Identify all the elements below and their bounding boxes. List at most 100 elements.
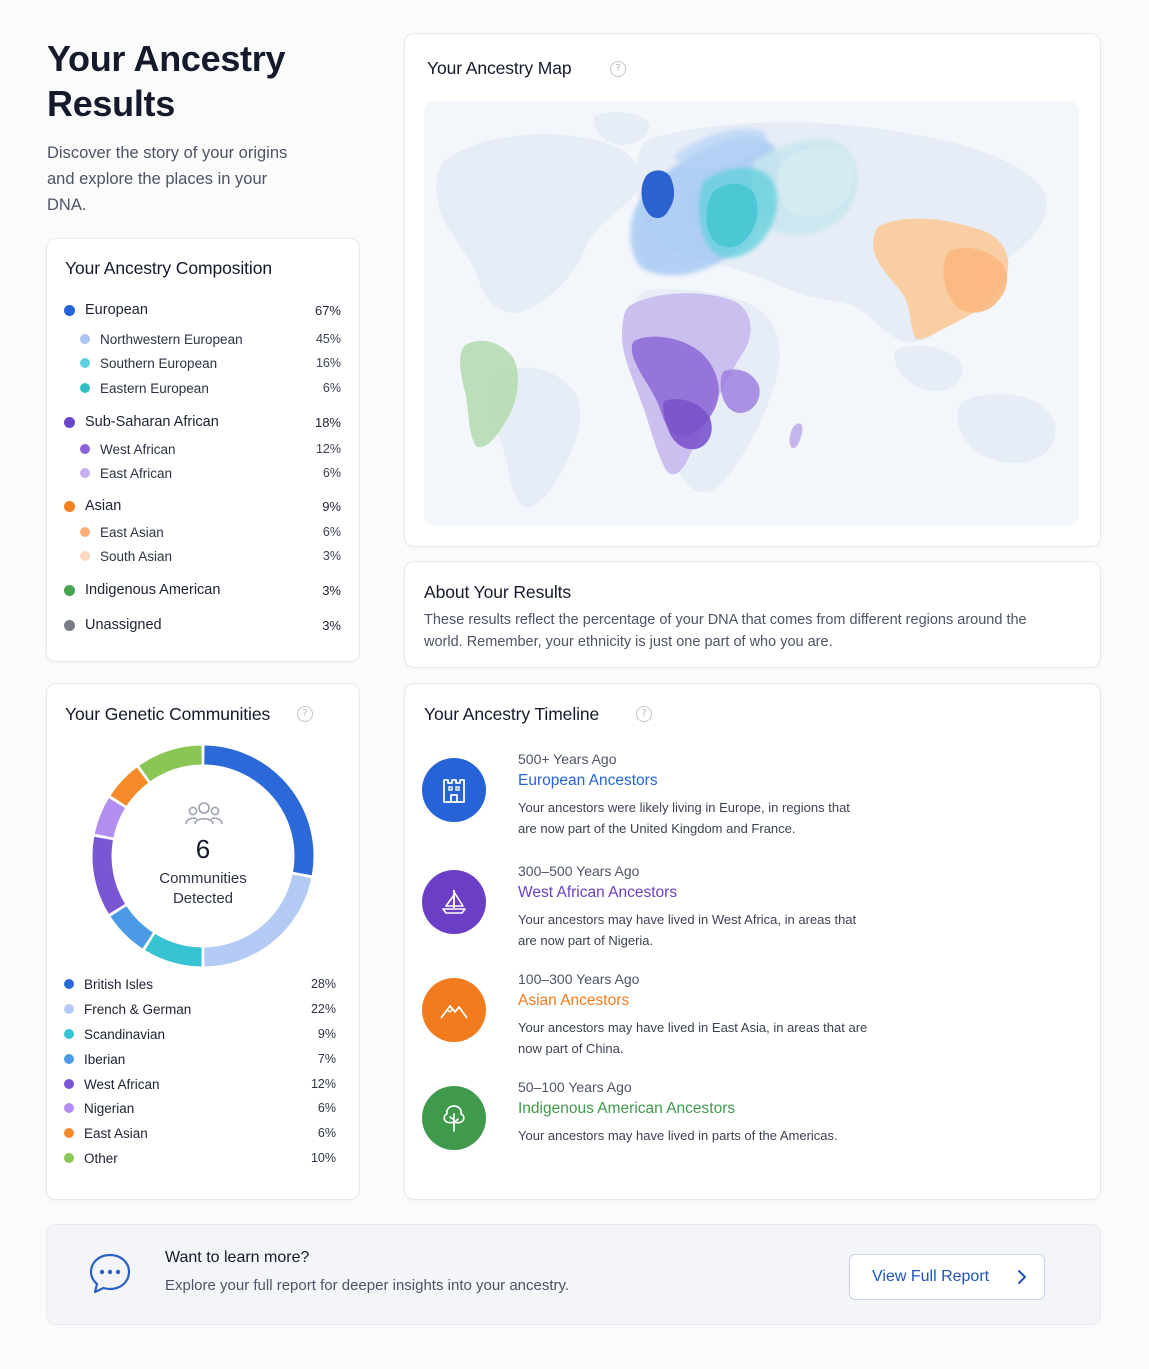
community-label: East Asian: [84, 1125, 148, 1141]
legend-dot: [64, 584, 75, 596]
donut-segment-iberian[interactable]: [110, 905, 154, 949]
donut-segment-nigerian[interactable]: [94, 798, 126, 838]
community-row-nigerian[interactable]: Nigerian 6%: [64, 1098, 336, 1118]
donut-segment-west-african[interactable]: [92, 836, 126, 914]
communities-count: 6: [195, 834, 211, 864]
donut-segment-east-asian[interactable]: [110, 767, 149, 807]
donut-segment-scandinavian[interactable]: [145, 933, 203, 967]
community-row-french-german[interactable]: French & German 22%: [64, 999, 336, 1019]
sailboat-icon: [442, 890, 466, 914]
timeline-item-west-african[interactable]: 300–500 Years Ago West African Ancestors…: [422, 863, 882, 970]
legend-dot: [80, 358, 90, 368]
composition-row-east-asian[interactable]: East Asian 6%: [80, 521, 341, 543]
donut-segment-french-german[interactable]: [204, 874, 312, 967]
composition-row-south-asian[interactable]: South Asian 3%: [80, 545, 341, 567]
chat-bubble-icon: [89, 1253, 131, 1294]
composition-label: Southern European: [100, 355, 218, 371]
cta-title: Want to learn more?: [165, 1249, 310, 1266]
ancestry-timeline-card: Your Ancestry Timeline ? 500+ Years Ago …: [404, 683, 1101, 1200]
composition-row-indigenous-american[interactable]: Indigenous American 3%: [64, 579, 341, 601]
community-label: Other: [84, 1150, 118, 1166]
composition-label: East Asian: [100, 524, 164, 540]
timeline-item-title[interactable]: European Ancestors: [518, 772, 658, 789]
timeline-item-indigenous-american[interactable]: 50–100 Years Ago Indigenous American Anc…: [422, 1079, 882, 1186]
donut-segment-other[interactable]: [139, 745, 203, 782]
composition-row-sub-saharan-african[interactable]: Sub-Saharan African 18%: [64, 411, 341, 433]
communities-count-label: Communities: [159, 870, 247, 887]
legend-dot: [64, 619, 75, 631]
composition-label: Northwestern European: [100, 331, 243, 347]
legend-dot: [80, 383, 90, 393]
legend-dot: [64, 979, 74, 989]
learn-more-banner: Want to learn more? Explore your full re…: [46, 1224, 1101, 1325]
community-label: British Isles: [84, 976, 154, 992]
legend-dot: [64, 1103, 74, 1113]
donut-segment-british-isles[interactable]: [204, 745, 314, 876]
community-row-scandinavian[interactable]: Scandinavian 9%: [64, 1024, 336, 1044]
ancestry-map[interactable]: [424, 101, 1079, 525]
legend-dot: [64, 1054, 74, 1064]
community-row-east-asian[interactable]: East Asian 6%: [64, 1123, 336, 1143]
composition-label: European: [85, 302, 148, 318]
timeline-circle: [422, 870, 486, 934]
help-icon[interactable]: ?: [636, 706, 652, 722]
timeline-item-title[interactable]: Indigenous American Ancestors: [518, 1100, 736, 1117]
mountains-icon: [440, 1005, 468, 1019]
genetic-communities-card: Your Genetic Communities ? 6 Communities…: [46, 683, 360, 1200]
timeline-item-asian[interactable]: 100–300 Years Ago Asian Ancestors Your a…: [422, 971, 882, 1078]
composition-percent: 67%: [314, 302, 341, 318]
composition-row-east-african[interactable]: East African 6%: [80, 462, 341, 484]
timeline-circle: [422, 758, 486, 822]
page-subtitle: Discover the story of your origins and e…: [47, 144, 288, 214]
legend-dot: [80, 334, 90, 344]
view-full-report-button[interactable]: View Full Report: [849, 1254, 1045, 1300]
world-map: [436, 111, 1056, 507]
composition-row-northwestern-european[interactable]: Northwestern European 45%: [80, 328, 341, 350]
legend-dot: [64, 1153, 74, 1163]
chevron-right-icon: [1018, 1270, 1026, 1284]
community-label: Nigerian: [84, 1100, 135, 1116]
community-row-west-african[interactable]: West African 12%: [64, 1074, 336, 1094]
composition-row-european[interactable]: European 67%: [64, 299, 341, 321]
community-label: Scandinavian: [84, 1026, 166, 1042]
composition-percent: 6%: [322, 525, 341, 539]
legend-dot: [64, 1079, 74, 1089]
legend-dot: [80, 444, 90, 454]
cta-subtitle: Explore your full report for deeper insi…: [165, 1277, 570, 1294]
community-row-iberian[interactable]: Iberian 7%: [64, 1049, 336, 1069]
timeline-item-description: Your ancestors may have lived in East As…: [518, 1020, 868, 1056]
legend-dot: [80, 527, 90, 537]
composition-row-southern-european[interactable]: Southern European 16%: [80, 352, 341, 374]
composition-label: West African: [100, 441, 176, 457]
composition-row-asian[interactable]: Asian 9%: [64, 495, 341, 517]
communities-count-label: Detected: [172, 890, 234, 907]
timeline-item-title[interactable]: Asian Ancestors: [518, 992, 630, 1009]
community-percent: 10%: [310, 1151, 336, 1165]
help-icon[interactable]: ?: [297, 706, 313, 722]
composition-row-eastern-european[interactable]: Eastern European 6%: [80, 377, 341, 399]
help-icon[interactable]: ?: [610, 61, 626, 77]
composition-percent: 3%: [322, 549, 341, 563]
composition-row-west-african[interactable]: West African 12%: [80, 438, 341, 460]
composition-label: Indigenous American: [85, 582, 221, 598]
timeline-item-title[interactable]: West African Ancestors: [518, 884, 678, 901]
legend-dot: [80, 468, 90, 478]
timeline-item-european[interactable]: 500+ Years Ago European Ancestors Your a…: [422, 751, 882, 858]
timeline-years: 50–100 Years Ago: [518, 1079, 632, 1095]
composition-percent: 18%: [314, 414, 341, 430]
legend-dot: [64, 416, 75, 428]
timeline-years: 500+ Years Ago: [518, 751, 617, 767]
donut-center: 6 Communities Detected: [87, 740, 319, 972]
composition-label: South Asian: [100, 548, 173, 564]
community-percent: 9%: [317, 1027, 336, 1041]
community-percent: 6%: [317, 1126, 336, 1140]
about-text: These results reflect the percentage of …: [424, 612, 1027, 650]
composition-row-unassigned[interactable]: Unassigned 3%: [64, 614, 341, 636]
timeline-item-description: Your ancestors were likely living in Eur…: [518, 800, 850, 836]
community-row-other[interactable]: Other 10%: [64, 1148, 336, 1168]
composition-percent: 6%: [322, 381, 341, 395]
community-percent: 7%: [317, 1052, 336, 1066]
community-row-british-isles[interactable]: British Isles 28%: [64, 974, 336, 994]
community-label: French & German: [84, 1001, 192, 1017]
timeline-years: 100–300 Years Ago: [518, 971, 640, 987]
